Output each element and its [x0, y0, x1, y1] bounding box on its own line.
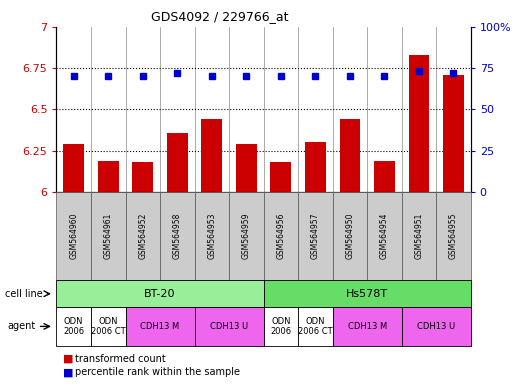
- Text: cell line: cell line: [5, 289, 43, 299]
- Text: ODN
2006: ODN 2006: [63, 317, 84, 336]
- Bar: [305, 142, 326, 192]
- Bar: [63, 144, 84, 192]
- Text: GSM564950: GSM564950: [345, 213, 355, 260]
- Text: agent: agent: [8, 321, 36, 331]
- Bar: [374, 161, 395, 192]
- Text: Hs578T: Hs578T: [346, 289, 388, 299]
- Text: CDH13 M: CDH13 M: [347, 322, 387, 331]
- Bar: [167, 132, 188, 192]
- Bar: [201, 119, 222, 192]
- Text: GSM564951: GSM564951: [414, 213, 424, 259]
- Text: transformed count: transformed count: [75, 354, 166, 364]
- Text: GSM564956: GSM564956: [276, 213, 286, 260]
- Text: BT-20: BT-20: [144, 289, 176, 299]
- Bar: [132, 162, 153, 192]
- Bar: [236, 144, 257, 192]
- Bar: [270, 162, 291, 192]
- Text: GSM564953: GSM564953: [207, 213, 217, 260]
- Bar: [339, 119, 360, 192]
- Text: CDH13 U: CDH13 U: [417, 322, 455, 331]
- Text: GSM564960: GSM564960: [69, 213, 78, 260]
- Bar: [443, 75, 464, 192]
- Bar: [408, 55, 429, 192]
- Text: GSM564959: GSM564959: [242, 213, 251, 260]
- Text: CDH13 M: CDH13 M: [140, 322, 180, 331]
- Text: ODN
2006: ODN 2006: [270, 317, 291, 336]
- Text: GSM564952: GSM564952: [138, 213, 147, 259]
- Text: GSM564961: GSM564961: [104, 213, 113, 259]
- Text: GSM564958: GSM564958: [173, 213, 182, 259]
- Text: CDH13 U: CDH13 U: [210, 322, 248, 331]
- Text: percentile rank within the sample: percentile rank within the sample: [75, 367, 240, 377]
- Bar: [98, 161, 119, 192]
- Text: GDS4092 / 229766_at: GDS4092 / 229766_at: [151, 10, 288, 23]
- Text: GSM564957: GSM564957: [311, 213, 320, 260]
- Text: ■: ■: [63, 354, 73, 364]
- Text: ■: ■: [63, 367, 73, 377]
- Text: GSM564954: GSM564954: [380, 213, 389, 260]
- Text: ODN
2006 CT: ODN 2006 CT: [91, 317, 126, 336]
- Text: GSM564955: GSM564955: [449, 213, 458, 260]
- Text: ODN
2006 CT: ODN 2006 CT: [298, 317, 333, 336]
